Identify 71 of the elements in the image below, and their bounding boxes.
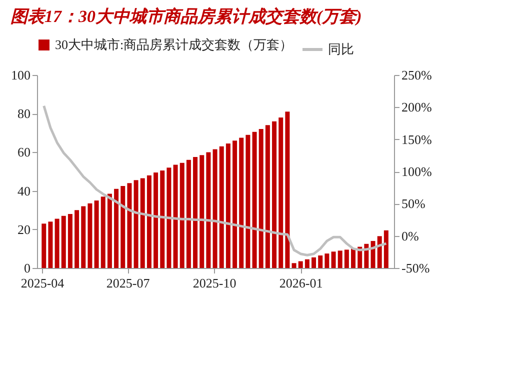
bar bbox=[88, 203, 92, 268]
bar bbox=[154, 172, 158, 268]
x-tick-label: 2026-01 bbox=[279, 276, 323, 290]
y-tick-label: 60 bbox=[18, 144, 30, 160]
bar bbox=[272, 121, 277, 268]
bar bbox=[384, 230, 388, 268]
y-tick-label: 80 bbox=[18, 106, 30, 122]
y-tick-label: 40 bbox=[18, 183, 30, 198]
bar bbox=[81, 206, 86, 268]
line-series bbox=[42, 104, 388, 256]
bar bbox=[61, 216, 66, 268]
bar bbox=[246, 134, 250, 268]
bar bbox=[232, 140, 238, 268]
bar bbox=[304, 259, 310, 268]
y2-tick-label: -50% bbox=[402, 260, 430, 276]
bar bbox=[134, 180, 138, 268]
bar bbox=[68, 214, 72, 268]
bar bbox=[312, 257, 316, 268]
y-tick-label: 20 bbox=[18, 222, 30, 237]
y-tick-label: 100 bbox=[11, 68, 30, 82]
x-tick-label: 2025-04 bbox=[20, 276, 65, 290]
y-tick-label: 0 bbox=[24, 260, 30, 276]
chart-title: 图表17：30大中城市商品房累计成交套数(万套) bbox=[10, 7, 362, 26]
bar bbox=[318, 255, 323, 268]
bar bbox=[278, 117, 284, 268]
bar bbox=[292, 263, 296, 268]
bar bbox=[212, 149, 218, 268]
bar bbox=[265, 125, 270, 268]
legend-label: 同比 bbox=[328, 42, 354, 56]
bar bbox=[285, 112, 290, 268]
bar bbox=[186, 160, 191, 268]
bar bbox=[193, 157, 198, 268]
y2-tick-label: 100% bbox=[402, 164, 432, 179]
bar bbox=[351, 248, 356, 268]
bar bbox=[107, 194, 112, 268]
bar bbox=[338, 250, 342, 268]
bar bbox=[377, 236, 382, 268]
bar bbox=[344, 250, 349, 268]
bar bbox=[146, 175, 152, 268]
bar bbox=[324, 254, 330, 268]
bar bbox=[166, 168, 172, 268]
legend-label: 30大中城市:商品房累计成交套数（万套） bbox=[55, 37, 293, 52]
bar bbox=[252, 132, 257, 268]
y2-tick-label: 250% bbox=[402, 68, 432, 82]
bar bbox=[180, 162, 184, 268]
bar bbox=[127, 183, 132, 268]
bar bbox=[258, 129, 264, 268]
bar bbox=[173, 164, 178, 268]
bar bbox=[226, 144, 230, 268]
bar bbox=[48, 222, 53, 268]
y2-tick-label: 200% bbox=[402, 100, 432, 115]
bar bbox=[219, 146, 224, 268]
x-tick-label: 2025-10 bbox=[192, 276, 236, 290]
bar bbox=[239, 138, 244, 268]
y2-tick-label: 50% bbox=[402, 196, 426, 212]
bar bbox=[140, 178, 145, 268]
y2-tick-label: 150% bbox=[402, 132, 432, 147]
x-tick-label: 2025-07 bbox=[106, 276, 150, 290]
bar bbox=[331, 252, 336, 268]
bar bbox=[54, 218, 60, 268]
bar bbox=[94, 200, 99, 268]
bar bbox=[200, 155, 204, 268]
bar bbox=[74, 210, 80, 268]
bar bbox=[160, 170, 165, 268]
bar bbox=[120, 186, 126, 268]
bar bbox=[206, 152, 211, 268]
y2-tick-label: 0% bbox=[402, 228, 419, 244]
bar bbox=[42, 224, 46, 268]
bar bbox=[114, 188, 119, 268]
bar bbox=[298, 261, 303, 268]
bar bbox=[100, 196, 106, 268]
